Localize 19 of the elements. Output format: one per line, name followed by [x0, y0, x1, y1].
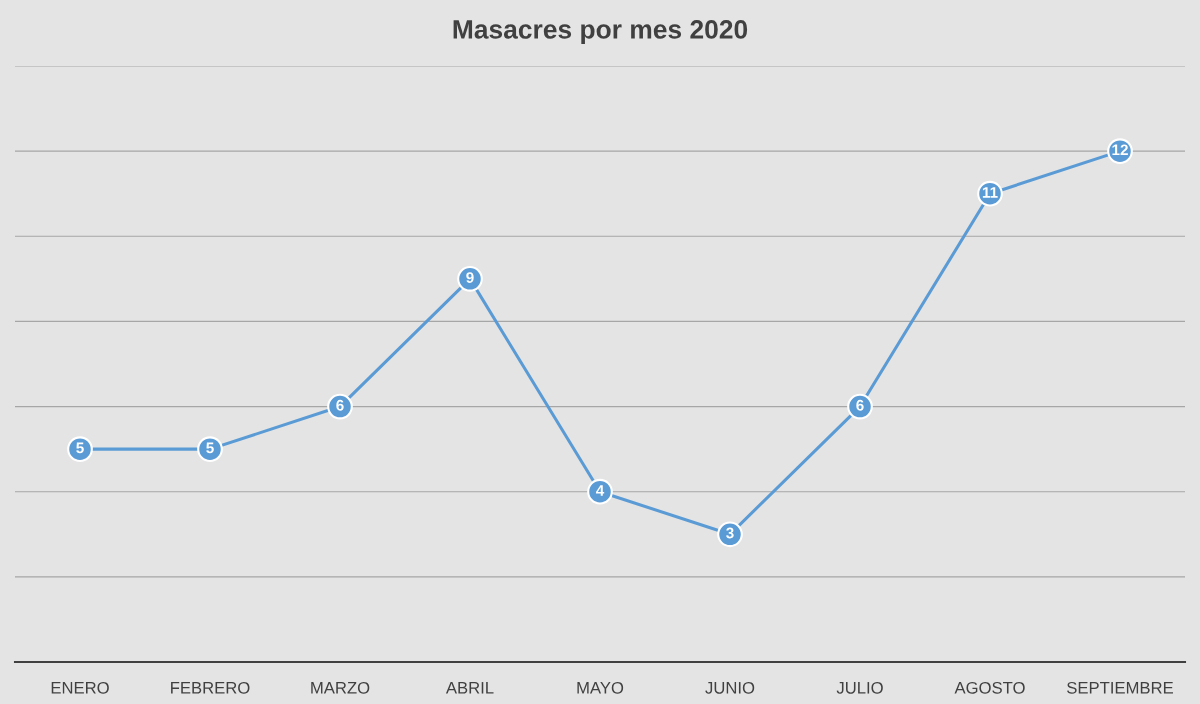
x-tick-label: ENERO [51, 681, 109, 694]
x-tick-label: FEBRERO [171, 681, 250, 694]
data-label: 6 [336, 399, 344, 411]
data-label: 3 [726, 527, 734, 539]
chart-title: Masacres por mes 2020 [453, 20, 748, 44]
x-tick-label: ABRIL [445, 682, 494, 694]
data-label: 11 [982, 187, 998, 198]
data-label: 5 [206, 442, 214, 454]
data-label: 5 [76, 442, 84, 454]
data-label: 6 [856, 399, 864, 411]
data-label: 4 [595, 485, 605, 496]
x-tick-label: JUNIO [705, 681, 755, 694]
x-tick-label: AGOSTO [954, 681, 1025, 694]
x-tick-label: MAYO [577, 681, 624, 694]
data-label: 9 [466, 272, 474, 283]
data-label: 12 [1112, 144, 1128, 156]
x-tick-label: MARZO [311, 681, 370, 694]
x-tick-label: SEPTIEMBRE [1067, 681, 1173, 694]
x-tick-label: JULIO [836, 681, 883, 694]
